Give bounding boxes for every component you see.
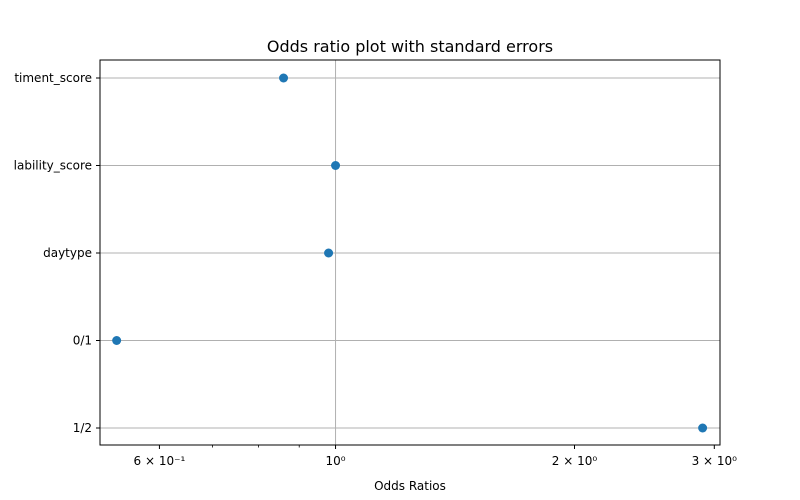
x-axis-label: Odds Ratios <box>374 479 446 493</box>
x-tick-label: 3 × 10⁰ <box>692 454 738 468</box>
data-point <box>112 336 122 345</box>
x-tick-label: 10⁰ <box>325 454 345 468</box>
x-tick-label: 6 × 10⁻¹ <box>134 454 186 468</box>
x-tick-label: 2 × 10⁰ <box>552 454 598 468</box>
y-tick-label: daytype <box>43 246 92 260</box>
y-tick-label: 0/1 <box>73 334 92 348</box>
chart-title: Odds ratio plot with standard errors <box>267 37 553 56</box>
data-point <box>698 423 708 433</box>
y-tick-label: timent_score <box>14 71 92 85</box>
grid-layer <box>100 60 720 445</box>
y-tick-label: lability_score <box>14 159 92 173</box>
y-tick-label: 1/2 <box>73 421 92 435</box>
data-point <box>279 73 289 83</box>
points-layer <box>112 73 708 433</box>
data-point <box>331 161 341 170</box>
data-point <box>324 248 334 258</box>
